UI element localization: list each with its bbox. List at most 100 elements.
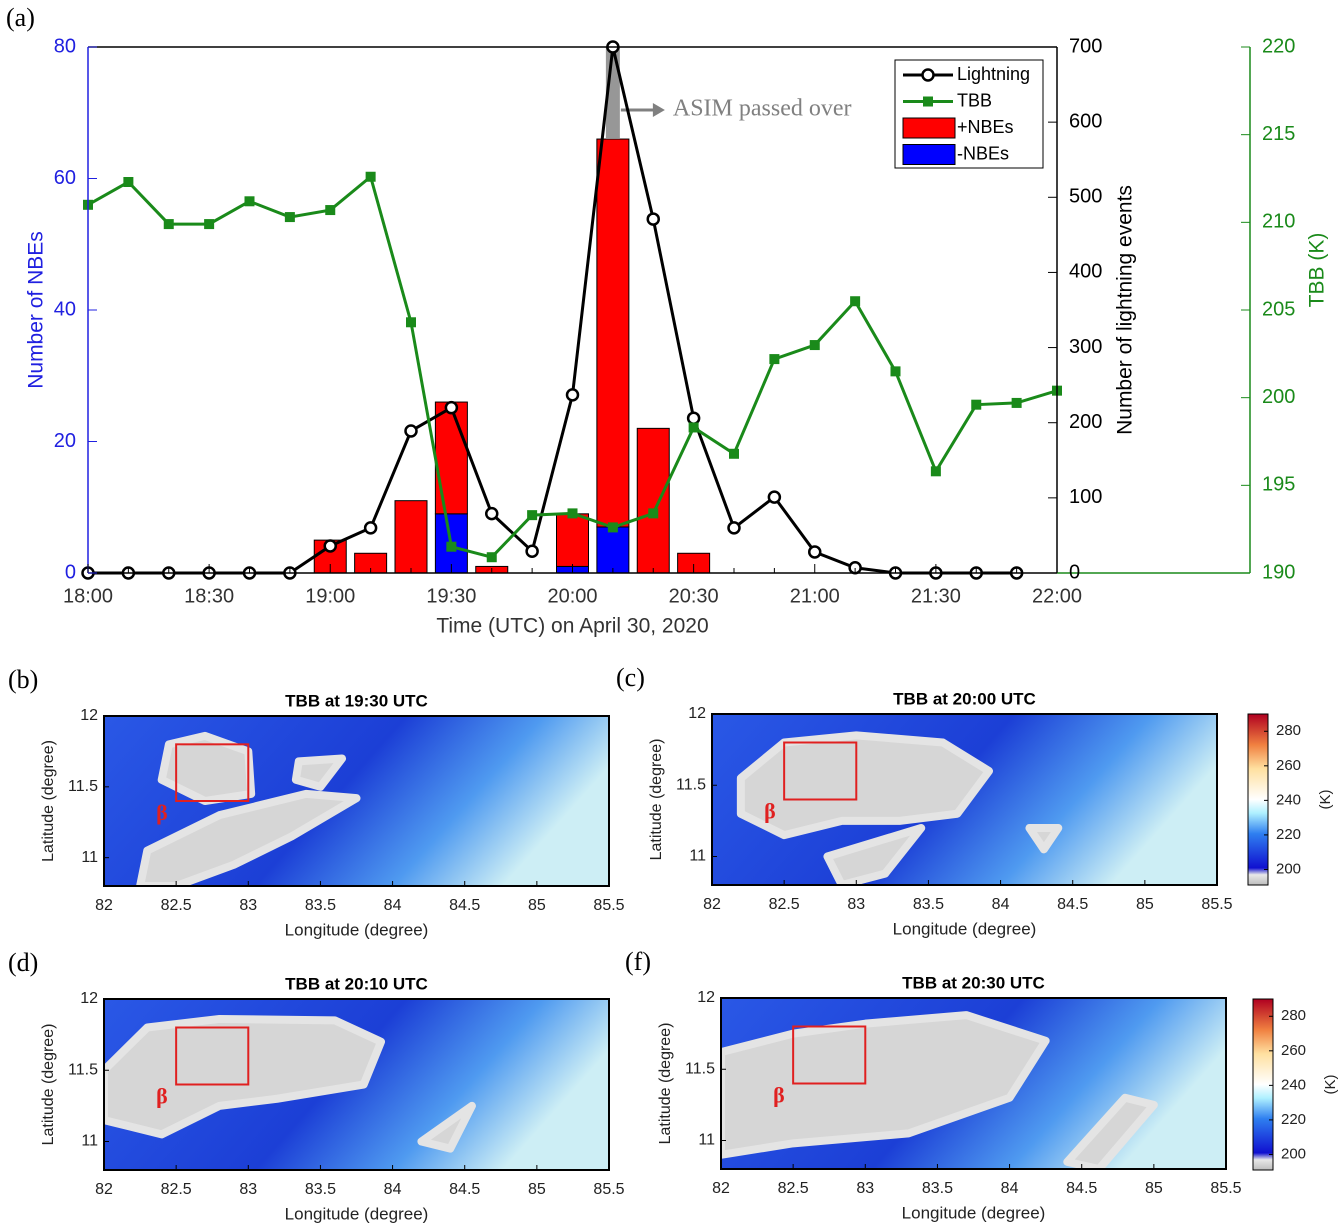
cloud-halo <box>291 754 347 791</box>
cloud-halo <box>1025 824 1063 854</box>
x-tick-label: 83.5 <box>305 1181 336 1198</box>
x-axis-label: Longitude (degree) <box>902 1203 1046 1222</box>
bar <box>636 427 670 574</box>
bar <box>394 500 428 574</box>
x-tick-label: 19:30 <box>426 585 476 607</box>
marker <box>767 490 782 504</box>
bar <box>596 138 630 528</box>
colorbar-tick-label: 220 <box>1276 826 1301 843</box>
x-tick-label: 85.5 <box>593 897 624 914</box>
x-tick-label: 83.5 <box>305 897 336 914</box>
x-tick-label: 82 <box>712 1180 730 1197</box>
map-frame <box>720 997 1227 1170</box>
marker <box>686 411 701 425</box>
y-axis-label: Latitude (degree) <box>648 739 665 861</box>
marker <box>648 508 659 519</box>
y-tick-label: 40 <box>54 298 76 320</box>
legend-label: -NBEs <box>957 143 1009 163</box>
cloud-halo <box>417 1101 476 1153</box>
x-tick-label: 22:00 <box>1032 585 1082 607</box>
marker <box>1011 397 1022 408</box>
map-frame <box>103 715 610 887</box>
y-tick-label: 12 <box>80 990 98 1007</box>
annotation: ASIM passed over <box>673 96 852 122</box>
marker <box>729 448 739 459</box>
x-tick-label: 84 <box>1001 1180 1019 1197</box>
legend-marker <box>921 68 935 82</box>
marker <box>971 399 982 410</box>
legend-swatch <box>902 117 956 139</box>
y-tick-label: 12 <box>697 989 715 1006</box>
x-tick-label: 21:30 <box>911 585 961 607</box>
x-tick-label: 83 <box>239 1181 257 1198</box>
x-tick-label: 83 <box>239 897 257 914</box>
x-tick-label: 18:00 <box>63 585 113 607</box>
panel-label: (f) <box>625 947 651 976</box>
legend-label: +NBEs <box>957 117 1014 137</box>
x-tick-label: 82.5 <box>769 896 800 913</box>
x-tick-label: 85.5 <box>1201 896 1232 913</box>
y2-tick-label: 0 <box>1069 561 1080 583</box>
colorbar-tick-label: 220 <box>1281 1111 1306 1128</box>
y2-tick-label: 700 <box>1069 35 1102 57</box>
marker <box>930 466 941 477</box>
marker <box>486 552 497 563</box>
y-axis-label: Latitude (degree) <box>657 1023 674 1145</box>
marker <box>565 388 580 402</box>
marker <box>769 354 780 365</box>
legend-swatch <box>902 144 956 165</box>
legend-label: Lightning <box>957 64 1030 84</box>
y3-tick-label: 215 <box>1262 123 1295 145</box>
colorbar-label: (K) <box>1322 1075 1339 1095</box>
marker <box>646 212 660 226</box>
colorbar-tick-label: 280 <box>1281 1007 1306 1024</box>
marker <box>446 541 457 552</box>
x-axis-label: Longitude (degree) <box>285 920 429 939</box>
x-tick-label: 84.5 <box>1057 896 1088 913</box>
cloud-halo <box>721 1011 1050 1159</box>
x-tick-label: 84 <box>992 896 1010 913</box>
x-tick-label: 84 <box>384 1181 402 1198</box>
marker <box>485 506 499 521</box>
y3-tick-label: 205 <box>1262 298 1295 320</box>
region-box <box>175 743 250 802</box>
y-tick-label: 11 <box>689 848 706 865</box>
marker <box>365 171 376 182</box>
y-tick-label: 0 <box>65 561 76 583</box>
marker <box>204 219 215 230</box>
marker <box>325 205 336 216</box>
bar <box>556 513 589 567</box>
x-axis-label: Longitude (degree) <box>285 1204 429 1223</box>
marker <box>444 400 459 415</box>
map-frame <box>103 998 610 1171</box>
y3-axis-label: TBB (K) <box>1306 233 1329 308</box>
y-tick-label: 11.5 <box>68 1061 98 1078</box>
x-tick-label: 84.5 <box>1066 1180 1097 1197</box>
cloud-halo <box>136 789 361 886</box>
y2-axis-label: Number of lightning events <box>1114 185 1137 435</box>
y-tick-label: 11.5 <box>685 1060 715 1077</box>
marker <box>323 539 337 553</box>
region-box <box>792 1025 867 1085</box>
x-tick-label: 19:00 <box>305 585 355 607</box>
panel-label: (c) <box>616 663 645 692</box>
x-tick-label: 83 <box>856 1180 874 1197</box>
x-tick-label: 82 <box>703 896 721 913</box>
marker <box>406 317 416 328</box>
y3-tick-label: 220 <box>1262 35 1295 57</box>
y-axis-label: Latitude (degree) <box>40 740 57 862</box>
marker <box>163 219 174 230</box>
region-label: β <box>156 1084 168 1109</box>
region-label: β <box>764 799 776 824</box>
x-tick-label: 82 <box>95 897 113 914</box>
region-box <box>175 1026 250 1086</box>
y-tick-label: 11 <box>81 849 98 866</box>
x-tick-label: 82.5 <box>161 897 192 914</box>
map-title: TBB at 20:30 UTC <box>902 973 1045 992</box>
map-title: TBB at 20:10 UTC <box>285 974 428 993</box>
y-axis-label: Number of NBEs <box>25 231 48 389</box>
y2-tick-label: 200 <box>1069 411 1102 433</box>
marker <box>808 545 822 559</box>
